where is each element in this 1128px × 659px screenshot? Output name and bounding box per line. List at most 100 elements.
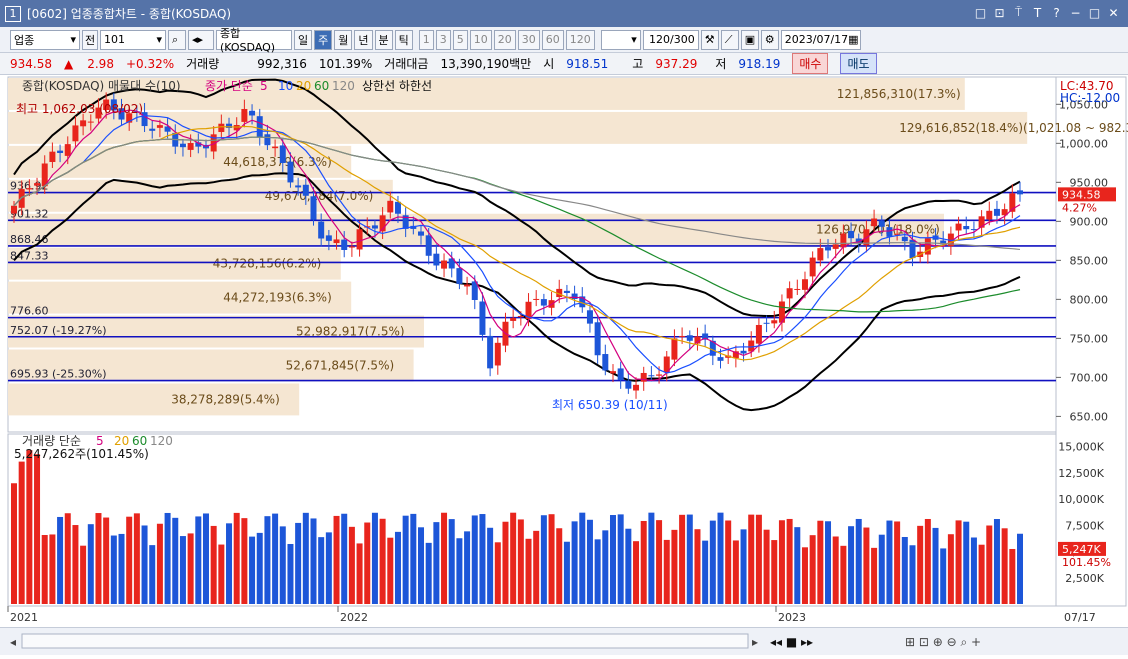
volume-bar	[218, 544, 225, 604]
category-select[interactable]: 업종 ▾	[10, 29, 80, 50]
volume-bar	[533, 530, 540, 604]
volume-bar	[525, 538, 532, 604]
high-label: 고	[632, 57, 644, 71]
close-icon[interactable]: ✕	[1108, 5, 1119, 20]
candle-body	[402, 215, 409, 229]
minute-30[interactable]: 30	[517, 29, 540, 50]
volume-bar	[379, 518, 386, 604]
candle-body	[709, 340, 716, 356]
ma-line-120	[13, 136, 1021, 251]
level-label: 695.93 (-25.30%)	[10, 368, 106, 381]
window-number: 1	[5, 5, 21, 22]
candle-body	[356, 229, 363, 250]
scroll-left-icon: ◂	[10, 635, 16, 649]
prefix-button[interactable]: 전	[82, 29, 98, 50]
restore-icon[interactable]: □	[974, 5, 987, 20]
volume-bar	[118, 533, 125, 604]
period-minute[interactable]: 분	[374, 29, 393, 50]
save-icon[interactable]: ▣	[740, 29, 759, 50]
volume-bar	[333, 515, 340, 604]
candle-body	[648, 375, 655, 377]
bottom-scrollbar[interactable]: ◂ ▸ ◂◂ ■ ▸▸ ⊞ ⊡ ⊕ ⊖ ⌕ +	[0, 627, 1128, 655]
candle-body	[586, 310, 593, 324]
minute-1[interactable]: 1	[418, 29, 434, 50]
maximize-icon[interactable]: □	[1088, 5, 1101, 20]
candle-body	[540, 299, 547, 306]
period-week[interactable]: 주	[314, 29, 333, 50]
minute-10[interactable]: 10	[469, 29, 492, 50]
candle-body	[141, 112, 148, 127]
date-field[interactable]: 2023/07/17 ▦	[780, 29, 861, 50]
price-axis-tick: 650.00	[1070, 410, 1109, 423]
period-year[interactable]: 년	[354, 29, 373, 50]
volume-bar	[970, 537, 977, 604]
market-field[interactable]: 종합(KOSDAQ)	[216, 27, 292, 54]
volume-bar	[817, 520, 824, 604]
settings-icon[interactable]: ⚙	[760, 29, 779, 50]
ma-legend-120: 120	[332, 79, 355, 93]
pin-icon[interactable]: ⍑	[1014, 5, 1023, 19]
volume-bar	[993, 519, 1000, 604]
chart-icon[interactable]: ⟋	[720, 29, 739, 50]
minute-5[interactable]: 5	[452, 29, 468, 50]
volume-bar	[978, 544, 985, 604]
volume-bar	[133, 513, 140, 604]
link-icon[interactable]: ⊡	[994, 5, 1005, 20]
buy-button[interactable]: 매수	[792, 53, 829, 74]
price-chart[interactable]: 121,856,310(17.3%) 129,616,852(18.4%)(1,0…	[0, 75, 1128, 627]
volume-bar	[924, 518, 931, 604]
code-input[interactable]: 101 ▾	[100, 29, 166, 50]
candle-body	[786, 288, 793, 299]
volume-bar	[471, 515, 478, 604]
interval-select[interactable]: ▾	[600, 29, 641, 50]
candle-body	[179, 143, 186, 148]
sell-button[interactable]: 매도	[840, 53, 877, 74]
help-icon[interactable]: ?	[1053, 5, 1060, 20]
volume-bar	[748, 514, 755, 604]
time-axis-label: 2022	[340, 611, 368, 624]
lower-band-line	[13, 172, 1021, 412]
volume-bar	[464, 531, 471, 604]
minute-20[interactable]: 20	[493, 29, 516, 50]
period-month[interactable]: 월	[334, 29, 353, 50]
volume-bar	[72, 525, 79, 604]
tool-icon[interactable]: ⚒	[700, 29, 719, 50]
candle-body	[986, 210, 993, 220]
period-tick[interactable]: 틱	[394, 29, 413, 50]
candle-body	[425, 235, 432, 256]
candle-body	[464, 284, 471, 287]
low-label: 저	[715, 57, 727, 71]
volume-bar	[11, 483, 17, 604]
minimize-icon[interactable]: −	[1070, 5, 1081, 20]
volume-bar	[241, 518, 248, 604]
candle-body	[563, 290, 570, 294]
candle-body	[633, 384, 640, 391]
volume-ma-legend-120: 120	[150, 434, 173, 448]
count-field[interactable]: 120/300	[642, 29, 699, 50]
toolbar: 업종 ▾ 전 101 ▾ ⌕ ◂▸ 종합(KOSDAQ) 일 주 월 년 분 틱 1…	[0, 27, 1128, 54]
volume-bar	[778, 520, 785, 604]
volume-bar	[18, 461, 25, 604]
volume-bar	[832, 536, 839, 604]
candle-body	[279, 145, 286, 164]
text-icon[interactable]: T	[1033, 5, 1042, 20]
candle-body	[686, 335, 693, 341]
volume-profile-bar	[8, 383, 300, 416]
candle-body	[302, 184, 309, 196]
volume-bar	[402, 515, 409, 604]
period-day[interactable]: 일	[294, 29, 313, 50]
candle-body	[732, 351, 739, 359]
volume-bar	[264, 516, 271, 604]
candle-body	[525, 301, 532, 320]
search-icon[interactable]: ⌕	[168, 29, 186, 50]
last-price-label: 934.58	[1062, 188, 1101, 201]
candle-body	[418, 231, 425, 236]
minute-3[interactable]: 3	[435, 29, 451, 50]
candle-body	[34, 183, 41, 186]
volume-bar	[141, 525, 148, 604]
volume-bar	[725, 520, 732, 604]
minute-60[interactable]: 60	[541, 29, 564, 50]
upper-band-line	[13, 78, 1021, 318]
minute-120[interactable]: 120	[565, 29, 595, 50]
sound-icon[interactable]: ◂▸	[188, 29, 214, 50]
